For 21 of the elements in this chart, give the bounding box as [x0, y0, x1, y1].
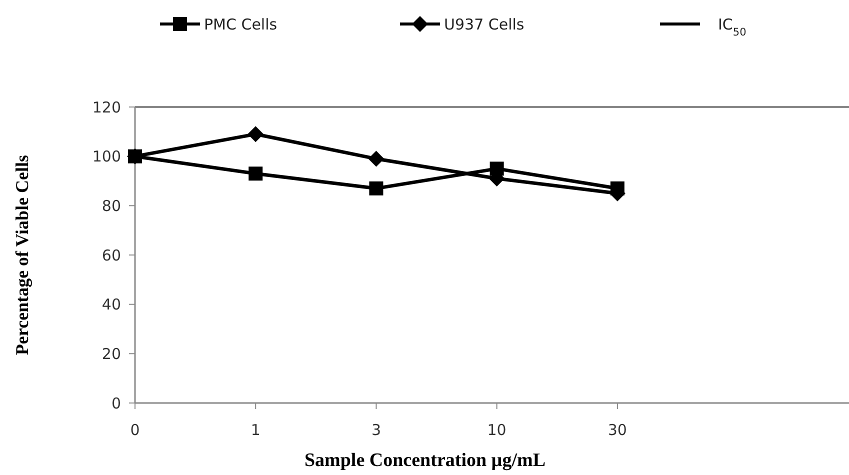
x-tick-label: 3: [371, 421, 381, 439]
y-axis-title: Percentage of Viable Cells: [12, 154, 32, 356]
y-tick-label: 40: [102, 296, 121, 314]
point: [248, 126, 264, 142]
x-tick-label: 0: [130, 421, 140, 439]
legend-label: IC$_{50}$: [718, 15, 746, 38]
y-tick-label: 0: [111, 394, 121, 412]
x-tick-label: 1: [250, 421, 260, 439]
point: [369, 181, 384, 196]
point: [248, 166, 263, 181]
y-tick-label: 60: [102, 246, 121, 264]
x-tick-label: 10: [487, 421, 506, 439]
x-axis-title: Sample Concentration µg/mL: [304, 450, 546, 471]
legend-label: PMC Cells: [204, 15, 278, 34]
y-tick-label: 120: [92, 98, 121, 116]
x-tick-label: 30: [608, 421, 627, 439]
y-tick-label: 80: [102, 196, 121, 215]
y-tick-label: 100: [92, 148, 121, 166]
legend-label: U937 Cells: [444, 15, 524, 34]
point: [368, 150, 384, 167]
y-tick-label: 20: [102, 344, 121, 363]
